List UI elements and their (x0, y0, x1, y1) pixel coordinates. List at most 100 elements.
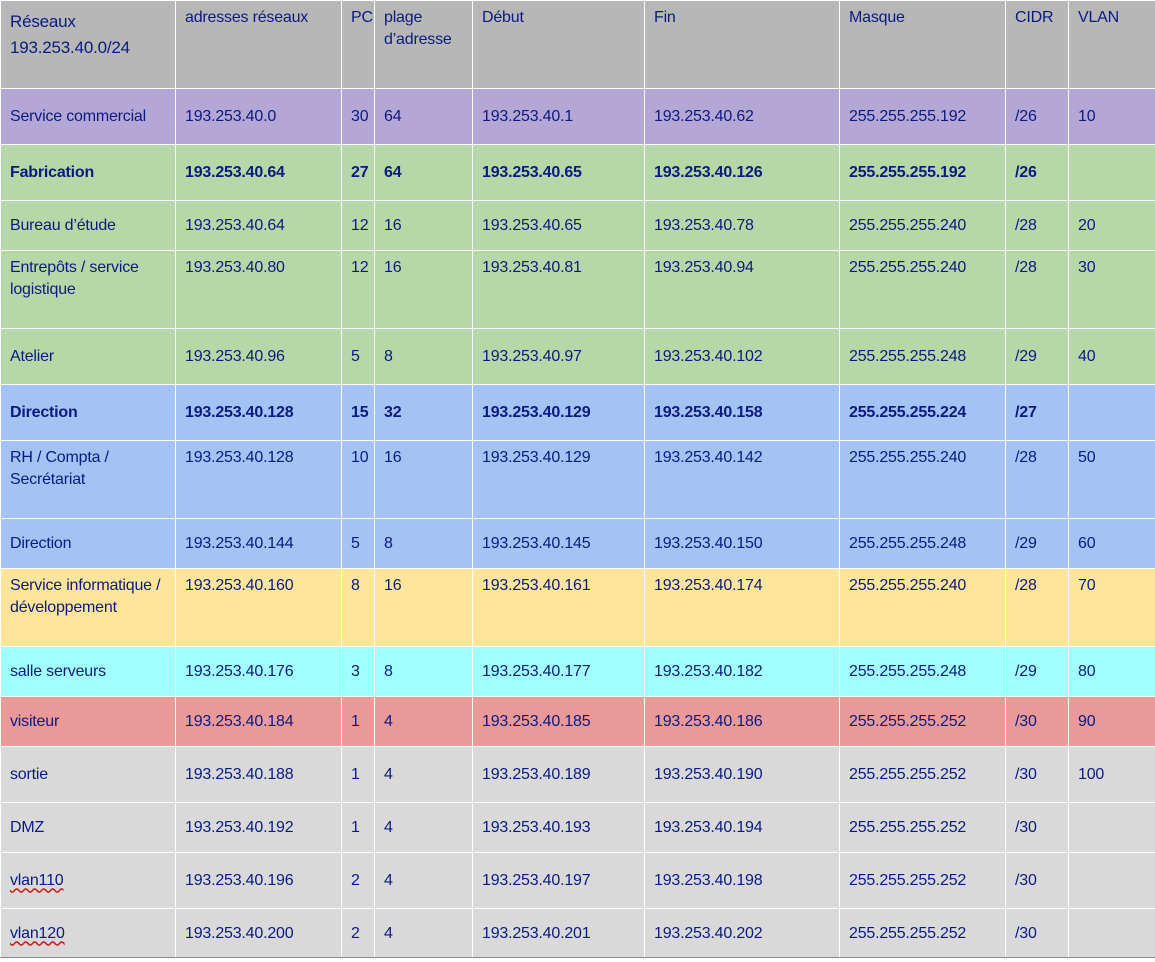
header-adresses-reseaux: adresses réseaux (175, 0, 342, 89)
table-row: sortie 193.253.40.188 1 4 193.253.40.189 193.… (0, 746, 1155, 803)
cell-network-name: Atelier (0, 328, 176, 385)
header-label: PC (351, 9, 373, 26)
cell-cidr: /30 (1005, 746, 1069, 803)
cell-text: 193.253.40.202 (654, 924, 763, 942)
table-row: Fabrication 193.253.40.64 27 64 193.253.40.6… (0, 144, 1155, 201)
header-pc: PC (341, 0, 375, 89)
cell-start-address: 193.253.40.189 (472, 746, 645, 803)
cell-vlan: 70 (1068, 568, 1155, 647)
cell-text: /30 (1015, 712, 1037, 730)
cell-text: 255.255.255.252 (849, 924, 967, 942)
cell-text: 8 (384, 534, 393, 552)
cell-pc-count: 10 (341, 440, 375, 519)
cell-text: 255.255.255.240 (849, 216, 967, 234)
cell-address-range: 16 (374, 250, 473, 329)
page-bottom-rule (0, 957, 1155, 958)
cell-text: 8 (384, 662, 393, 680)
cell-subnet-mask: 255.255.255.240 (839, 200, 1006, 251)
cell-text: Entrepôts / service logistique (10, 259, 139, 298)
cell-text: 193.253.40.185 (482, 712, 591, 730)
cell-text: 193.253.40.97 (482, 347, 582, 365)
cell-text: 193.253.40.62 (654, 107, 754, 125)
cell-text: 193.253.40.94 (654, 259, 754, 276)
cell-network-address: 193.253.40.176 (175, 646, 342, 697)
cell-subnet-mask: 255.255.255.240 (839, 250, 1006, 329)
cell-text: 193.253.40.186 (654, 712, 763, 730)
header-masque: Masque (839, 0, 1006, 89)
cell-text: 193.253.40.96 (185, 347, 285, 365)
cell-text: 193.253.40.128 (185, 449, 294, 466)
cell-text: 193.253.40.189 (482, 765, 591, 783)
cell-text: Direction (10, 403, 78, 421)
cell-start-address: 193.253.40.177 (472, 646, 645, 697)
cell-vlan (1068, 908, 1155, 959)
cell-end-address: 193.253.40.194 (644, 802, 840, 853)
cell-text: 255.255.255.240 (849, 449, 967, 466)
cell-text: /30 (1015, 765, 1037, 783)
cell-end-address: 193.253.40.94 (644, 250, 840, 329)
cell-text: 255.255.255.248 (849, 662, 967, 680)
cell-text: 193.253.40.182 (654, 662, 763, 680)
cell-text: 193.253.40.174 (654, 577, 763, 594)
cell-text: 2 (351, 871, 360, 889)
header-fin: Fin (644, 0, 840, 89)
table-row: Direction 193.253.40.128 15 32 193.253.40.12… (0, 384, 1155, 441)
cell-text: RH / Compta / Secrétariat (10, 449, 109, 488)
cell-subnet-mask: 255.255.255.224 (839, 384, 1006, 441)
cell-text: Atelier (10, 347, 54, 365)
cell-text: /30 (1015, 871, 1037, 889)
cell-pc-count: 1 (341, 802, 375, 853)
cell-text: DMZ (10, 818, 45, 836)
cell-end-address: 193.253.40.182 (644, 646, 840, 697)
cell-subnet-mask: 255.255.255.252 (839, 852, 1006, 909)
cell-pc-count: 12 (341, 200, 375, 251)
cell-start-address: 193.253.40.193 (472, 802, 645, 853)
cell-text: 255.255.255.192 (849, 163, 967, 181)
cell-text: 193.253.40.129 (482, 449, 591, 466)
cell-text: /30 (1015, 924, 1037, 942)
cell-text: 193.253.40.177 (482, 662, 591, 680)
cell-text: 20 (1078, 216, 1096, 234)
cell-vlan (1068, 144, 1155, 201)
cell-address-range: 4 (374, 746, 473, 803)
cell-address-range: 64 (374, 144, 473, 201)
cell-network-address: 193.253.40.128 (175, 384, 342, 441)
table-row: Service informatique / développement 193.… (0, 568, 1155, 647)
cell-network-address: 193.253.40.96 (175, 328, 342, 385)
cell-text: 193.253.40.197 (482, 871, 591, 889)
cell-text: 193.253.40.198 (654, 871, 763, 889)
cell-cidr: /29 (1005, 518, 1069, 569)
cell-text: vlan120 (10, 924, 65, 942)
cell-text: 100 (1078, 765, 1105, 783)
cell-start-address: 193.253.40.161 (472, 568, 645, 647)
cell-end-address: 193.253.40.150 (644, 518, 840, 569)
cell-text: 15 (351, 403, 369, 421)
cell-text: 193.253.40.80 (185, 259, 285, 276)
cell-text: 3 (351, 662, 360, 680)
table-row: DMZ 193.253.40.192 1 4 193.253.40.193 193.253… (0, 802, 1155, 853)
cell-address-range: 16 (374, 440, 473, 519)
cell-text: 64 (384, 163, 402, 181)
cell-text: Fabrication (10, 163, 95, 181)
cell-cidr: /29 (1005, 328, 1069, 385)
cell-network-name: Entrepôts / service logistique (0, 250, 176, 329)
cell-end-address: 193.253.40.158 (644, 384, 840, 441)
cell-text: 193.253.40.0 (185, 107, 277, 125)
cell-address-range: 4 (374, 908, 473, 959)
cell-vlan (1068, 384, 1155, 441)
table-row: Atelier 193.253.40.96 5 8 193.253.40.97 193.2… (0, 328, 1155, 385)
cell-text: 1 (351, 818, 360, 836)
cell-text: 90 (1078, 712, 1096, 730)
cell-text: 255.255.255.252 (849, 818, 967, 836)
cell-text: 255.255.255.192 (849, 107, 967, 125)
cell-text: 193.253.40.188 (185, 765, 294, 783)
table-row: salle serveurs 193.253.40.176 3 8 193.253.40… (0, 646, 1155, 697)
cell-text: 193.253.40.129 (482, 403, 591, 421)
cell-text: 10 (1078, 107, 1096, 125)
cell-network-address: 193.253.40.160 (175, 568, 342, 647)
cell-text: sortie (10, 765, 48, 783)
cell-network-address: 193.253.40.200 (175, 908, 342, 959)
cell-text: 8 (384, 347, 393, 365)
cell-start-address: 193.253.40.185 (472, 696, 645, 747)
